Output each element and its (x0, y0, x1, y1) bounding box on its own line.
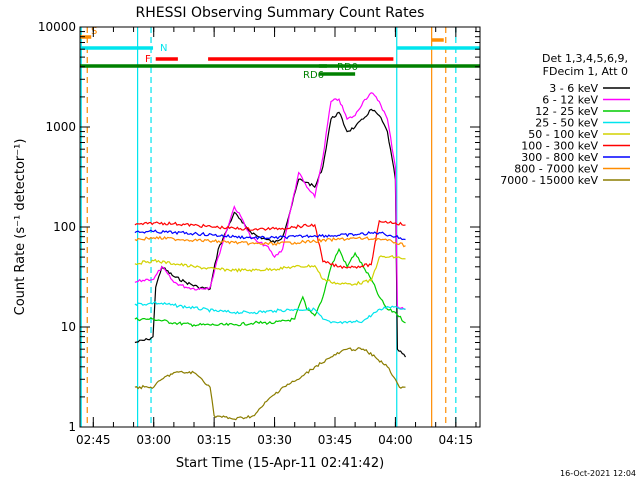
y-axis: 1 10 100 1000 10000 (38, 20, 480, 434)
legend: Det 1,3,4,5,6,9,FDecim 1, Att 0 3 - 6 keV… (500, 52, 630, 187)
legend-label-4: 50 - 100 keV (528, 128, 598, 141)
x-axis: 02:45 03:00 03:15 03:30 03:45 04:00 04:15 (76, 27, 477, 447)
chart-title: RHESSI Observing Summary Count Rates (136, 5, 425, 21)
x-tick-label-2: 03:15 (197, 433, 232, 447)
y-axis-label: Count Rate (s⁻¹ detector⁻¹) (13, 139, 28, 316)
legend-label-0: 3 - 6 keV (549, 82, 598, 95)
series-line-0 (134, 108, 407, 358)
y-tick-label-1: 10 (61, 320, 76, 334)
y-tick-label-2: 100 (53, 220, 76, 234)
flag-label-f: F (145, 54, 151, 65)
legend-label-1: 6 - 12 keV (542, 94, 598, 107)
series-line-8 (134, 347, 406, 421)
y-tick-label-0: 1 (68, 420, 76, 434)
flag-label-rd6: RD6 (303, 70, 324, 81)
x-tick-label-0: 02:45 (76, 433, 111, 447)
flag-label-rd0: RD0 (337, 62, 358, 73)
series-line-6 (134, 229, 406, 241)
legend-header-0: Det 1,3,4,5,6,9, (542, 52, 628, 65)
legend-label-3: 25 - 50 keV (535, 117, 598, 130)
plot-frame (79, 26, 481, 428)
x-tick-label-5: 04:00 (378, 433, 413, 447)
x-tick-label-6: 04:15 (439, 433, 474, 447)
series-line-2 (134, 247, 406, 328)
legend-label-5: 100 - 300 keV (521, 140, 598, 153)
plot-area: S NF RD0 RD6 (80, 26, 480, 427)
x-tick-label-1: 03:00 (136, 433, 171, 447)
x-tick-label-4: 03:45 (318, 433, 353, 447)
y-tick-label-4: 10000 (38, 20, 76, 34)
series-line-7 (134, 235, 406, 248)
timestamp: 16-Oct-2021 12:04 (560, 469, 636, 478)
series-line-4 (134, 254, 406, 286)
x-axis-label: Start Time (15-Apr-11 02:41:42) (176, 456, 384, 471)
series-line-1 (134, 92, 406, 310)
legend-label-7: 800 - 7000 keV (514, 163, 598, 176)
legend-label-2: 12 - 25 keV (535, 105, 598, 118)
series-line-5 (134, 219, 406, 270)
flag-label-s: S (91, 26, 97, 37)
legend-label-8: 7000 - 15000 keV (500, 174, 598, 187)
y-tick-label-3: 1000 (45, 120, 76, 134)
series-line-3 (134, 301, 406, 325)
legend-label-6: 300 - 800 keV (521, 151, 598, 164)
legend-header-1: FDecim 1, Att 0 (543, 65, 628, 78)
flag-label-n: N (160, 43, 167, 54)
x-tick-label-3: 03:30 (257, 433, 292, 447)
